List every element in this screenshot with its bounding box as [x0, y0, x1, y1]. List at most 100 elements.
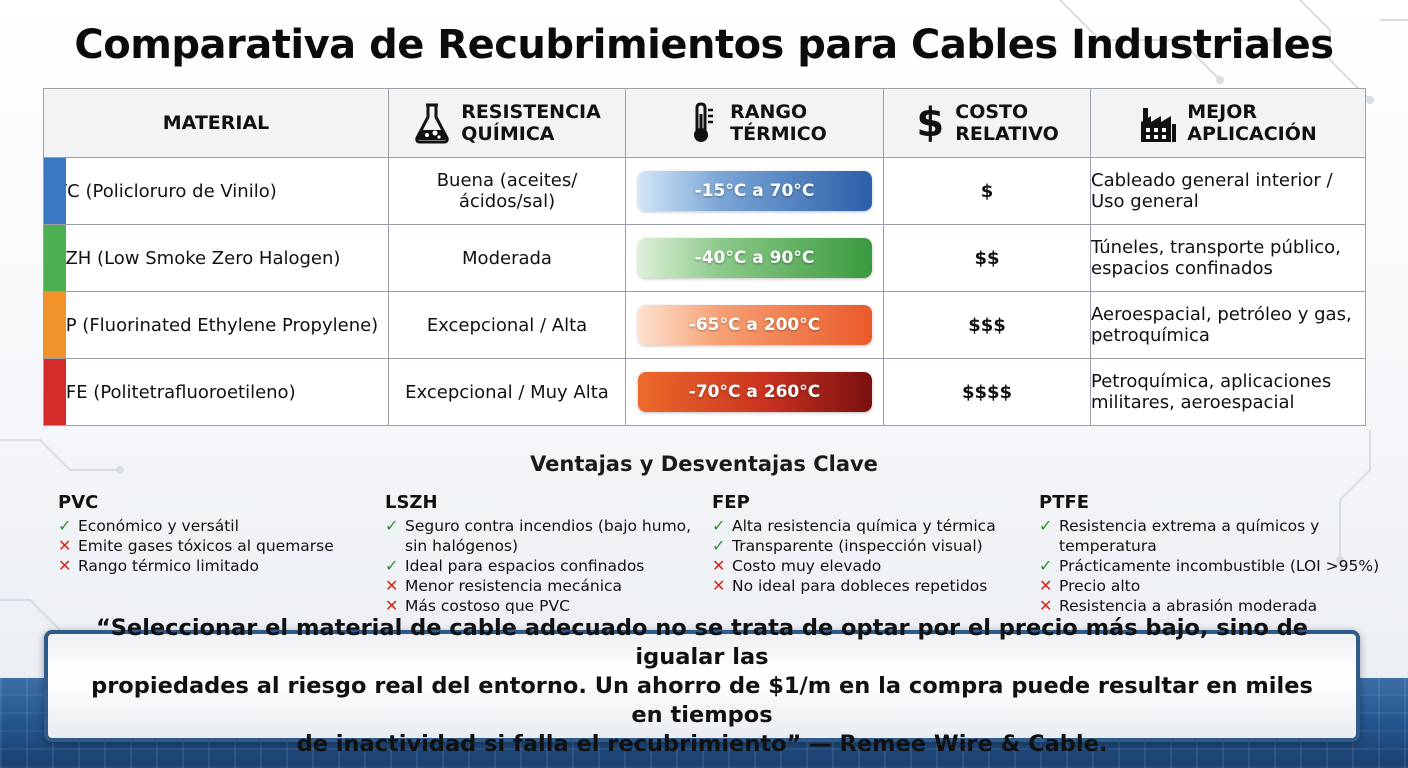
quote-line: de inactividad si falla el recubrimiento… [296, 730, 1108, 757]
item-text: Precio alto [1059, 577, 1141, 595]
list-item: ✕ Costo muy elevado [712, 556, 1039, 576]
material-color-stripe [44, 359, 66, 425]
cross-icon: ✕ [712, 576, 726, 595]
quote-text: “Seleccionar el material de cable adecua… [48, 614, 1356, 759]
material-cell: PTFE (Politetrafluoroetileno) [43, 358, 389, 426]
item-text: Costo muy elevado [732, 557, 882, 575]
table-row-lszh: LSZH (Low Smoke Zero Halogen) Moderada -… [43, 224, 1366, 292]
page-title: Comparativa de Recubrimientos para Cable… [74, 22, 1334, 68]
item-text: Prácticamente incombustible (LOI >95%) [1059, 557, 1380, 575]
item-text: Emite gases tóxicos al quemarse [78, 537, 334, 555]
table-row-pvc: PVC (Policloruro de Vinilo) Buena (aceit… [43, 157, 1366, 225]
table-header-row: MATERIAL RESISTENCIA QUÍMICA [43, 88, 1366, 158]
material-cell: LSZH (Low Smoke Zero Halogen) [43, 224, 389, 292]
header-application-line2: APLICACIÓN [1187, 123, 1317, 145]
list-item: ✕ No ideal para dobleces repetidos [712, 576, 1039, 596]
comparison-table: MATERIAL RESISTENCIA QUÍMICA [43, 88, 1366, 426]
header-cost: $ COSTO RELATIVO [883, 88, 1091, 158]
item-text: Menor resistencia mecánica [405, 577, 623, 595]
cross-icon: ✕ [385, 576, 399, 595]
column-title: PVC [58, 492, 99, 513]
application-line: militares, aeroespacial [1091, 392, 1295, 413]
application-line: petroquímica [1091, 325, 1210, 346]
header-application: MEJOR APLICACIÓN [1090, 88, 1366, 158]
item-text: Resistencia a abrasión moderada [1059, 597, 1318, 615]
item-text: Seguro contra incendios (bajo humo, sin … [405, 517, 692, 555]
header-cost-line2: RELATIVO [955, 123, 1059, 145]
check-icon: ✓ [712, 516, 726, 535]
cost-cell: $$ [883, 224, 1091, 292]
range-cell: -65°C a 200°C [625, 291, 884, 359]
material-color-stripe [44, 292, 66, 358]
material-name: PTFE (Politetrafluoroetileno) [44, 381, 296, 403]
table-row-fep: FEP (Fluorinated Ethylene Propylene) Exc… [43, 291, 1366, 359]
header-range: RANGO TÉRMICO [625, 88, 884, 158]
application-line: Aeroespacial, petróleo y gas, [1091, 304, 1352, 325]
quote-line: “Seleccionar el material de cable adecua… [95, 614, 1309, 670]
application-cell: Petroquímica, aplicaciones militares, aer… [1090, 358, 1366, 426]
application-line: espacios confinados [1091, 258, 1273, 279]
header-application-line1: MEJOR [1187, 101, 1257, 123]
check-icon: ✓ [1039, 556, 1053, 575]
item-text: Ideal para espacios confinados [405, 557, 645, 575]
section-title: Ventajas y Desventajas Clave [530, 452, 878, 476]
header-resistance-line2: QUÍMICA [461, 123, 555, 145]
material-name: FEP (Fluorinated Ethylene Propylene) [44, 314, 379, 336]
list-item: ✓ Resistencia extrema a químicos y temper… [1039, 516, 1389, 556]
list-item: ✓ Transparente (inspección visual) [712, 536, 1039, 556]
item-text: No ideal para dobleces repetidos [732, 577, 988, 595]
resistance-cell: Moderada [388, 224, 626, 292]
check-icon: ✓ [385, 556, 399, 575]
column-title: LSZH [385, 492, 438, 513]
check-icon: ✓ [1039, 516, 1053, 535]
item-text: Resistencia extrema a químicos y tempera… [1059, 517, 1320, 555]
cross-icon: ✕ [1039, 596, 1053, 615]
cost-cell: $$$$ [883, 358, 1091, 426]
item-text: Más costoso que PVC [405, 597, 570, 615]
list-item: ✓ Ideal para espacios confinados [385, 556, 712, 576]
pros-cons-column-ptfe: PTFE ✓ Resistencia extrema a químicos y t… [1039, 492, 1389, 616]
cross-icon: ✕ [58, 556, 72, 575]
application-line: Petroquímica, aplicaciones [1091, 371, 1332, 392]
header-range-line2: TÉRMICO [730, 123, 827, 145]
application-line: Cableado general interior / [1091, 170, 1333, 191]
cost-cell: $ [883, 157, 1091, 225]
list-item: ✕ Más costoso que PVC [385, 596, 712, 616]
application-cell: Aeroespacial, petróleo y gas, petroquímic… [1090, 291, 1366, 359]
range-pill: -70°C a 260°C [637, 372, 872, 412]
thermometer-icon [694, 102, 714, 142]
header-material: MATERIAL [43, 88, 389, 158]
resistance-cell: Buena (aceites/ácidos/sal) [388, 157, 626, 225]
application-line: Túneles, transporte público, [1091, 237, 1341, 258]
list-item: ✕ Menor resistencia mecánica [385, 576, 712, 596]
cross-icon: ✕ [1039, 576, 1053, 595]
factory-icon [1141, 108, 1177, 142]
application-cell: Cableado general interior / Uso general [1090, 157, 1366, 225]
material-cell: FEP (Fluorinated Ethylene Propylene) [43, 291, 389, 359]
list-item: ✕ Resistencia a abrasión moderada [1039, 596, 1389, 616]
dollar-icon: $ [916, 100, 945, 146]
resistance-cell: Excepcional / Muy Alta [388, 358, 626, 426]
header-resistance-line1: RESISTENCIA [461, 101, 601, 123]
list-item: ✕ Emite gases tóxicos al quemarse [58, 536, 385, 556]
pros-cons-column-pvc: PVC ✓ Económico y versátil ✕ Emite gases t… [58, 492, 385, 616]
flask-icon [415, 103, 449, 144]
header-cost-line1: COSTO [955, 101, 1029, 123]
list-item: ✓ Prácticamente incombustible (LOI >95%) [1039, 556, 1389, 576]
material-cell: PVC (Policloruro de Vinilo) [43, 157, 389, 225]
list-item: ✓ Seguro contra incendios (bajo humo, sin… [385, 516, 712, 556]
cross-icon: ✕ [712, 556, 726, 575]
header-range-line1: RANGO [730, 101, 808, 123]
check-icon: ✓ [712, 536, 726, 555]
quote-line: propiedades al riesgo real del entorno. … [91, 672, 1313, 728]
item-text: Económico y versátil [78, 517, 239, 535]
cost-cell: $$$ [883, 291, 1091, 359]
table-row-ptfe: PTFE (Politetrafluoroetileno) Excepciona… [43, 358, 1366, 426]
material-name: PVC (Policloruro de Vinilo) [44, 180, 277, 202]
item-text: Rango térmico limitado [78, 557, 259, 575]
list-item: ✓ Alta resistencia química y térmica [712, 516, 1039, 536]
material-name: LSZH (Low Smoke Zero Halogen) [44, 247, 341, 269]
list-item: ✕ Precio alto [1039, 576, 1389, 596]
range-pill: -65°C a 200°C [637, 305, 872, 345]
